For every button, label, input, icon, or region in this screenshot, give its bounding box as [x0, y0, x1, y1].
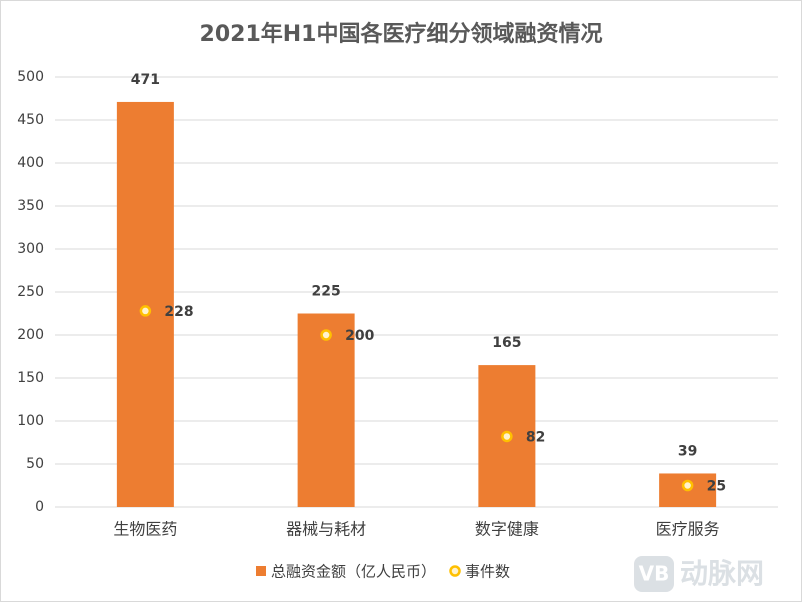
bar-value-label: 39 — [678, 443, 697, 459]
bar-value-label: 471 — [131, 72, 160, 88]
bar-value-label: 225 — [312, 284, 341, 300]
bar — [297, 313, 355, 507]
legend-swatch — [256, 566, 266, 576]
point-value-label: 200 — [345, 328, 374, 344]
x-tick-label: 医疗服务 — [656, 520, 720, 539]
y-tick-label: 500 — [17, 69, 44, 85]
point-value-label: 228 — [164, 304, 193, 320]
watermark-logo-box — [634, 556, 674, 592]
y-tick-label: 250 — [17, 284, 44, 300]
y-tick-label: 50 — [26, 456, 44, 472]
watermark: VB 动脉网 — [634, 556, 764, 592]
y-tick-label: 450 — [17, 112, 44, 128]
x-tick-label: 器械与耗材 — [286, 520, 366, 539]
point — [501, 430, 513, 443]
watermark-logo: VB — [639, 562, 670, 586]
y-tick-label: 300 — [17, 241, 44, 257]
y-tick-label: 400 — [17, 155, 44, 171]
bar-value-label: 165 — [492, 335, 521, 351]
point-value-label: 82 — [526, 429, 545, 445]
legend-swatch — [449, 565, 461, 577]
point — [681, 479, 694, 492]
legend-label: 总融资金额（亿人民币） — [271, 563, 436, 581]
point — [139, 305, 152, 317]
x-tick-label: 生物医药 — [113, 520, 177, 539]
y-tick-label: 100 — [17, 413, 44, 429]
y-tick-label: 350 — [17, 198, 44, 214]
bar — [116, 101, 174, 507]
legend-label: 事件数 — [465, 563, 510, 581]
x-tick-label: 数字健康 — [475, 520, 539, 539]
point — [320, 329, 332, 341]
point-value-label: 25 — [707, 479, 726, 495]
y-tick-label: 0 — [35, 499, 44, 515]
y-tick-label: 150 — [17, 370, 44, 386]
watermark-text: 动脉网 — [680, 557, 764, 590]
y-tick-label: 200 — [17, 327, 44, 343]
chart-title: 2021年H1中国各医疗细分领域融资情况 — [200, 21, 603, 47]
